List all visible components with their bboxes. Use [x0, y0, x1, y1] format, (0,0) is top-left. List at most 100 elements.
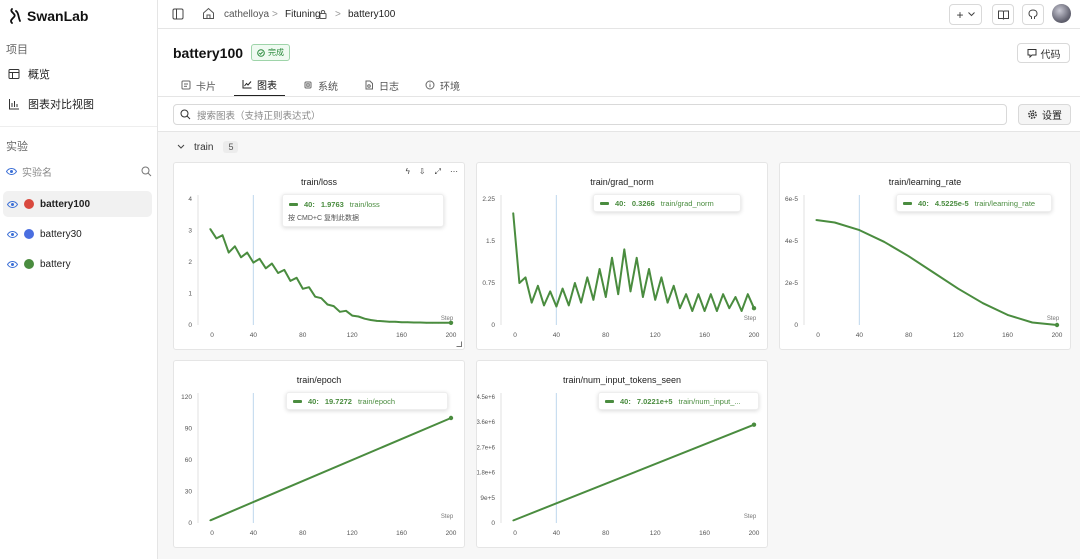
tooltip-hint: 按 CMD+C 复制此数据: [288, 215, 359, 222]
experiment-row-battery[interactable]: battery: [3, 251, 152, 277]
chart-card[interactable]: ϟ ⇩ ⤢ ⋯ train/loss 0 1 2 3 4 0 40 80 120 160 200 St…: [173, 162, 465, 350]
experiment-row-battery100[interactable]: battery100: [3, 191, 152, 217]
tab-logs[interactable]: 日志: [356, 73, 407, 97]
tab-charts[interactable]: 图表: [234, 73, 285, 97]
brand-logo[interactable]: SwanLab: [8, 8, 88, 24]
x-tick-label: 200: [446, 332, 457, 339]
y-tick-label: 0: [794, 322, 798, 329]
breadcrumb-project[interactable]: Fituning: [285, 9, 321, 20]
eye-icon[interactable]: [7, 260, 18, 269]
line-chart-icon: [242, 80, 252, 89]
y-tick-label: 2.7e+6: [477, 445, 496, 451]
experiment-color-dot[interactable]: [24, 199, 34, 209]
x-tick-label: 160: [1002, 332, 1013, 339]
chart-card[interactable]: train/epoch 0 30 60 90 120 0 40 80 120 160 200 Step…: [173, 360, 465, 548]
data-point: [376, 320, 378, 322]
tooltip-series: train/learning_rate: [974, 198, 1036, 208]
tab-environment[interactable]: 环境: [417, 73, 468, 97]
data-point: [524, 276, 527, 279]
data-point: [215, 237, 218, 240]
chart-card[interactable]: train/learning_rate 0 2e-5 4e-5 6e-5 0 40 80 12…: [779, 162, 1071, 350]
home-icon[interactable]: [202, 7, 215, 20]
chart-plot[interactable]: 0 9e+5 1.8e+6 2.7e+6 3.6e+6 4.5e+6 0 40 80 120 160…: [477, 361, 769, 549]
x-tick-label: 160: [699, 332, 710, 339]
y-tick-label: 2e-5: [785, 280, 798, 287]
experiment-name: battery30: [40, 228, 82, 240]
lightning-icon[interactable]: ϟ: [405, 167, 410, 176]
data-point: [957, 287, 959, 290]
chart-search-input[interactable]: 搜索图表（支持正则表达式）: [173, 104, 1007, 125]
tooltip-value: 19.7272: [324, 396, 352, 406]
card-icon: [181, 80, 191, 90]
chart-plot[interactable]: 0 2e-5 4e-5 6e-5 0 40 80 120 160 200 Step: [780, 163, 1072, 351]
experiment-color-dot[interactable]: [24, 259, 34, 269]
settings-button[interactable]: 设置: [1018, 104, 1071, 125]
more-icon[interactable]: ⋯: [450, 167, 458, 176]
y-tick-label: 30: [185, 489, 193, 496]
data-point: [308, 286, 310, 288]
breadcrumb-separator: >: [272, 9, 278, 20]
chevron-down-icon: [177, 144, 185, 149]
code-icon: [1027, 49, 1036, 58]
x-tick-label: 80: [299, 530, 307, 537]
experiment-name: battery100: [40, 198, 91, 210]
data-point: [234, 245, 236, 248]
data-point: [1031, 321, 1034, 324]
group-count: 5: [223, 141, 239, 153]
experiment-row-battery30[interactable]: battery30: [3, 221, 152, 247]
y-tick-label: 0: [491, 322, 495, 329]
series-marker: [903, 201, 912, 205]
sidebar-toggle-icon[interactable]: [172, 8, 184, 20]
x-axis-label: Step: [441, 514, 454, 520]
x-tick-label: 40: [250, 530, 258, 537]
breadcrumb-user[interactable]: cathelloya: [224, 9, 270, 20]
data-point: [747, 293, 749, 295]
tab-cards[interactable]: 卡片: [173, 73, 224, 97]
add-dropdown-button[interactable]: +: [949, 4, 982, 25]
chart-plot[interactable]: 0 30 60 90 120 0 40 80 120 160 200 Step: [174, 361, 466, 549]
data-point: [648, 268, 650, 270]
y-tick-label: 60: [185, 457, 193, 464]
chart-group-header[interactable]: train 5: [177, 141, 239, 153]
docs-button[interactable]: [992, 4, 1014, 25]
eye-icon[interactable]: [6, 167, 17, 176]
experiment-color-dot[interactable]: [24, 229, 34, 239]
y-tick-label: 3.6e+6: [477, 420, 496, 426]
experiment-search[interactable]: 实验名: [6, 163, 152, 179]
eye-icon[interactable]: [7, 230, 18, 239]
breadcrumb-run[interactable]: battery100: [348, 9, 396, 20]
chart-card[interactable]: train/grad_norm 0 0.75 1.5 2.25 0 40 80 120 160 2…: [476, 162, 768, 350]
data-point: [716, 310, 718, 312]
nav-overview[interactable]: 概览: [8, 66, 50, 82]
x-tick-label: 120: [347, 530, 358, 537]
x-tick-label: 200: [749, 332, 760, 339]
tab-label: 图表: [257, 80, 277, 92]
resize-handle-icon[interactable]: [456, 341, 462, 347]
series-endpoint: [1054, 322, 1060, 328]
fullscreen-icon[interactable]: ⤢: [434, 167, 441, 176]
github-button[interactable]: [1022, 4, 1044, 25]
data-point: [740, 310, 743, 312]
data-point: [357, 315, 360, 318]
x-tick-label: 0: [513, 332, 517, 339]
eye-icon[interactable]: [7, 200, 18, 209]
data-point: [654, 299, 656, 301]
tab-system[interactable]: 系统: [295, 73, 346, 97]
data-point: [586, 276, 589, 279]
code-button[interactable]: 代码: [1017, 43, 1070, 63]
chart-card[interactable]: train/num_input_tokens_seen 0 9e+5 1.8e+6 2…: [476, 360, 768, 548]
nav-chart-compare[interactable]: 图表对比视图: [8, 96, 94, 112]
chart-tooltip: 40: 4.5225e-5 train/learning_rate: [896, 194, 1052, 212]
user-avatar[interactable]: [1052, 4, 1071, 23]
data-point: [518, 282, 521, 284]
chart-plot[interactable]: 0 0.75 1.5 2.25 0 40 80 120 160 200 Step: [477, 163, 769, 351]
tooltip-step: 40:: [615, 198, 626, 208]
data-point: [598, 268, 601, 270]
download-icon[interactable]: ⇩: [418, 167, 426, 176]
chart-search-placeholder: 搜索图表（支持正则表达式）: [197, 110, 321, 122]
data-point: [227, 251, 230, 254]
data-point: [543, 304, 545, 307]
search-icon[interactable]: [141, 166, 152, 177]
nav-chart-compare-label: 图表对比视图: [28, 99, 94, 111]
